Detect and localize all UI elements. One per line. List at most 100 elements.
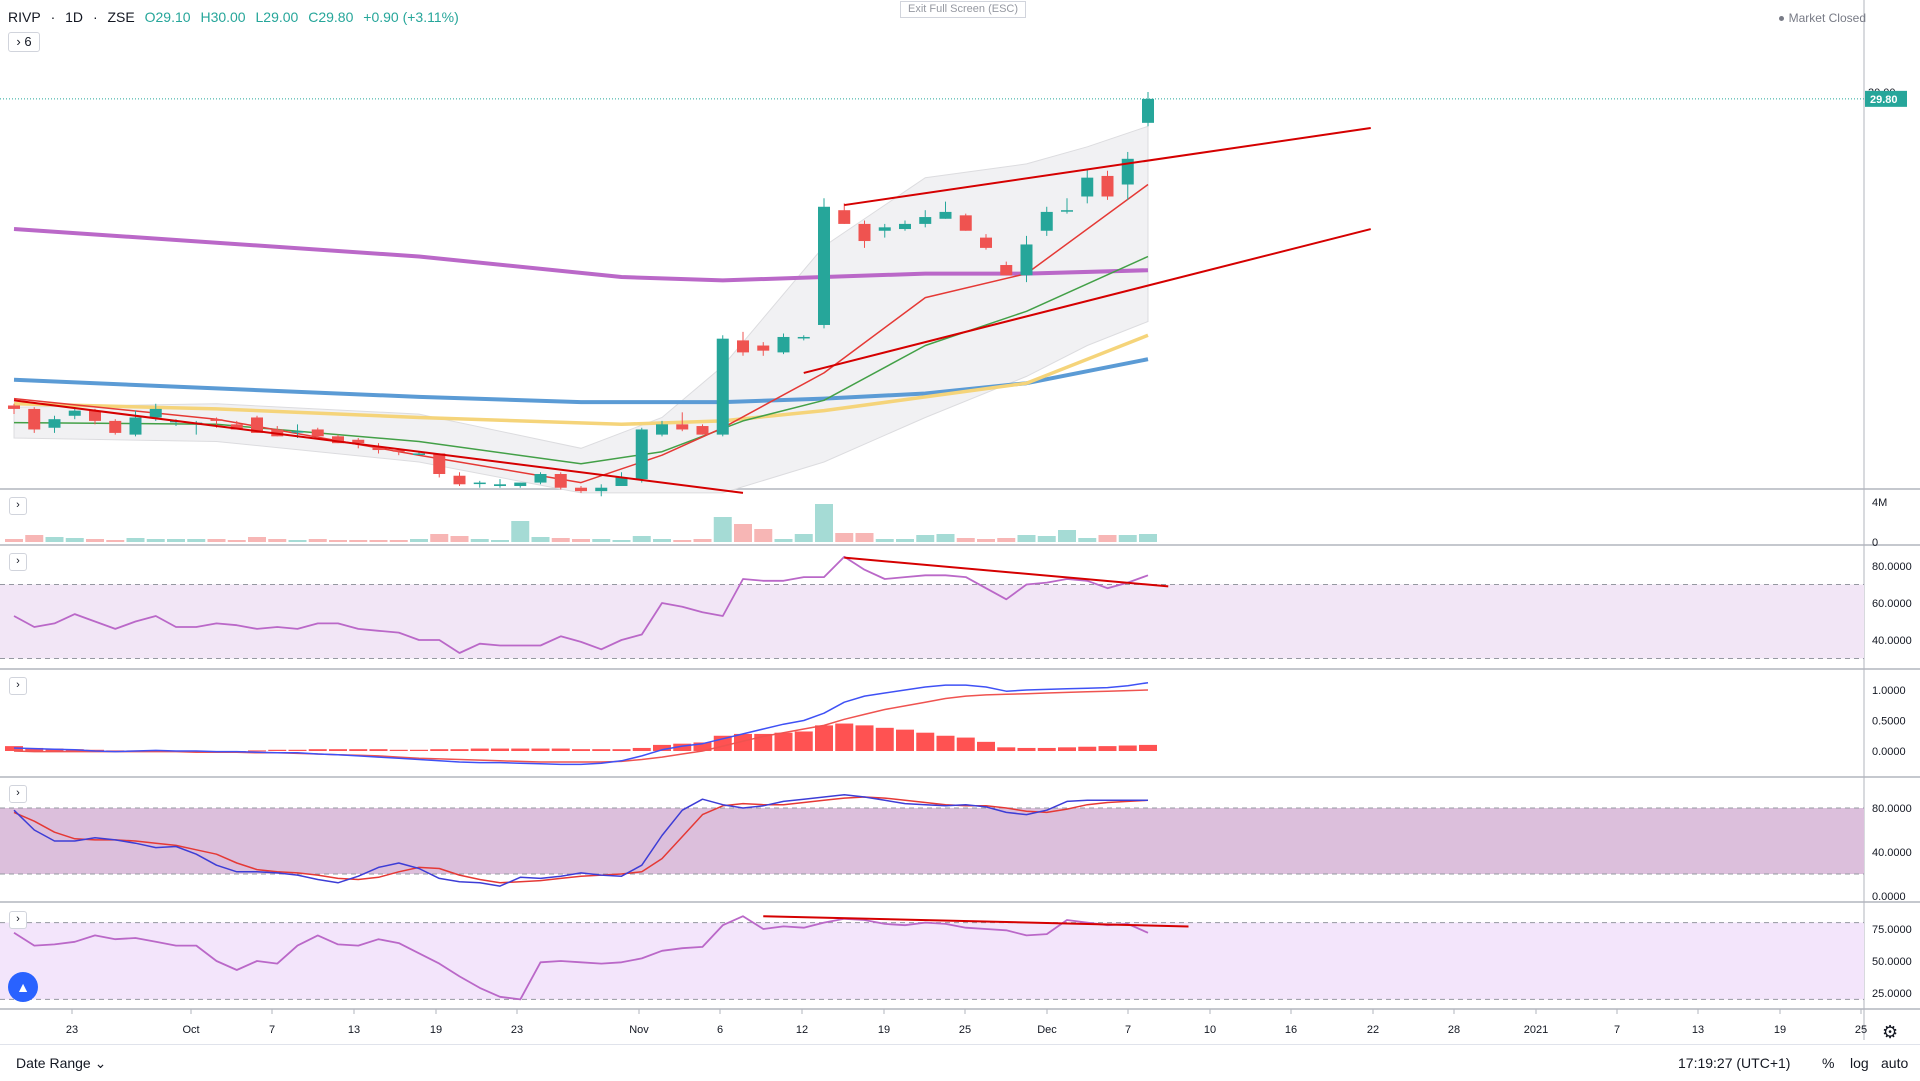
candle-body [838,210,851,224]
volume-bar [389,540,408,542]
time-tick-label: 2021 [1524,1024,1548,1036]
macd-histogram-bar [430,749,449,751]
candles-group [8,92,1154,497]
candle-body [109,420,122,433]
volume-bar [227,540,246,542]
candle-body [980,237,992,248]
market-status-text: Market Closed [1788,11,1866,25]
volume-bar [248,537,266,542]
volume-bar [794,534,813,542]
volume-bar [734,524,752,542]
macd-histogram-bar [1017,747,1036,751]
indicators-count: 6 [24,34,32,49]
stoch-k-line [13,794,1148,887]
candle-body [1020,244,1033,276]
volume-bar [369,540,388,542]
time-tick-label: 19 [430,1024,442,1036]
candle-body [89,410,101,421]
candle-body [392,450,405,452]
volume-bar [713,517,732,542]
bottom-toolbar: Date Range ⌄ 17:19:27 (UTC+1) % log auto [0,1044,1920,1081]
candle-body [1101,175,1114,197]
macd-tick-label: 1.0000 [1872,685,1906,697]
date-range-button[interactable]: Date Range ⌄ [16,1055,107,1071]
candle-body [149,408,162,418]
candle-body [1121,158,1134,185]
candle-body [1081,177,1094,197]
symbol-name[interactable]: RIVP [8,9,41,25]
volume-bar [916,535,935,542]
volume-bar [25,535,44,542]
candle-body [129,417,142,435]
macd-histogram-bar [936,735,955,751]
volume-bar [531,537,550,542]
log-scale-button[interactable]: log [1850,1055,1869,1071]
volume-bar [774,539,793,542]
macd-histogram-bar [815,725,833,751]
volume-bar [956,538,975,542]
stoch-tick-label: 80.0000 [1872,803,1912,815]
candle-body [311,429,324,437]
macd-histogram-bar [369,749,388,751]
rsi-tick-label: 40.0000 [1872,635,1912,647]
exchange: ZSE [107,9,135,25]
candle-body [635,429,648,480]
tradingview-logo-icon[interactable]: ▲ [8,972,38,1002]
candle-body [473,482,486,485]
trendline [844,126,1371,207]
macd-histogram-bar [1118,745,1137,751]
volume-bar [268,539,287,542]
volume-bar [167,539,185,542]
macd-histogram-bar [977,741,995,751]
rsi-pane-expand-button[interactable]: › [9,553,27,571]
candle-body [575,487,587,492]
macd-histogram-bar [693,742,712,751]
stoch-tick-label: 40.0000 [1872,847,1912,859]
percent-scale-button[interactable]: % [1822,1055,1835,1071]
rsi-tick-label: 60.0000 [1872,598,1912,610]
macd-histogram-bar [288,749,307,751]
macd-pane-expand-button[interactable]: › [9,677,27,695]
volume-bar [45,537,64,542]
volume-bar [126,538,145,542]
stoch-tick-label: 0.0000 [1872,891,1906,903]
candle-body [210,419,223,421]
settings-gear-icon[interactable]: ⚙ [1882,1022,1899,1042]
chevron-right-icon: › [16,499,20,511]
osc-tick-label: 25.0000 [1872,988,1912,1000]
volume-bar [1037,536,1056,542]
stoch-pane-expand-button[interactable]: › [9,785,27,803]
auto-scale-button[interactable]: auto [1881,1055,1909,1071]
candle-body [413,453,425,455]
symbol-header: RIVP · 1D · ZSE O29.10 H30.00 L29.00 C29… [8,9,459,25]
candle-body [878,227,891,231]
chart-canvas[interactable]: 30.0029.804M080.000060.000040.00001.0000… [0,0,1920,1044]
osc-pane-expand-button[interactable]: › [9,911,27,929]
time-tick-label: 19 [1774,1024,1786,1036]
volume-bar [572,539,590,542]
macd-histogram-bar [1037,747,1056,751]
candle-body [28,408,41,430]
macd-histogram-bar [875,727,894,751]
volume-bar [693,539,712,542]
volume-bar [855,533,874,542]
indicators-toggle-button[interactable]: › 6 [8,32,40,52]
volume-bar [1058,530,1076,542]
candle-body [68,410,81,416]
volume-bar [511,521,530,542]
interval[interactable]: 1D [65,9,84,25]
candle-body [514,482,527,486]
time-tick-label: 6 [717,1024,723,1036]
time-tick-label: 23 [511,1024,523,1036]
volume-bar [997,538,1016,542]
time-tick-label: 28 [1448,1024,1460,1036]
macd-histogram-bar [896,729,914,751]
time-tick-label: 12 [796,1024,808,1036]
volume-tick-label: 0 [1872,537,1878,549]
volume-bar [288,540,307,542]
candle-body [494,484,506,486]
volume-pane-expand-button[interactable]: › [9,497,27,515]
clock[interactable]: 17:19:27 (UTC+1) [1678,1055,1791,1071]
macd-histogram-bar [592,749,611,751]
exit-fullscreen-button[interactable]: Exit Full Screen (ESC) [900,1,1026,18]
